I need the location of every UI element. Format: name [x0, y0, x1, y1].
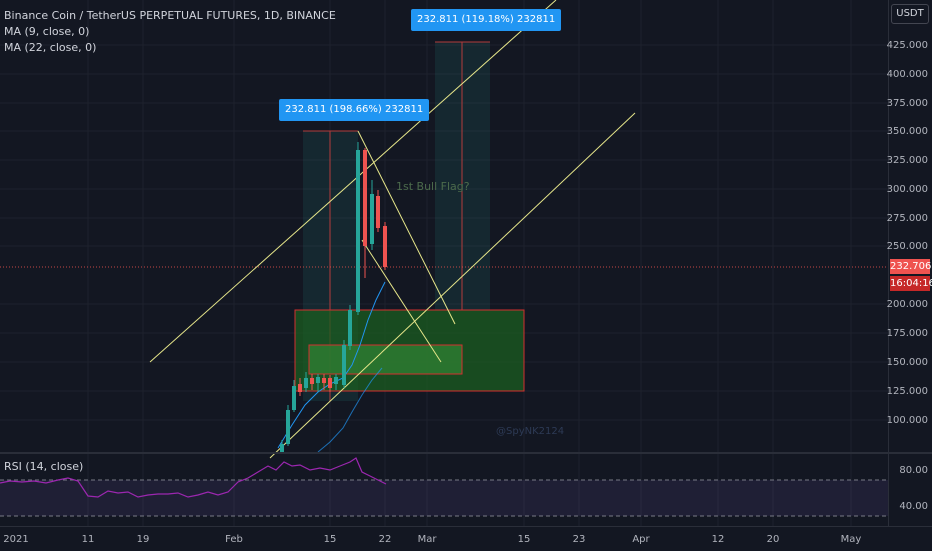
time-label: 23 — [572, 534, 586, 545]
trend-lines — [149, 0, 636, 459]
rsi-level-label: 80.00 — [899, 465, 928, 476]
author-watermark: @SpyNK2124 — [496, 426, 565, 437]
ma9-legend[interactable]: MA (9, close, 0) — [4, 25, 90, 38]
time-label: May — [840, 534, 862, 545]
price-axis-border — [888, 0, 889, 526]
price-label: 250.000 — [886, 241, 928, 252]
measure-callout-upper[interactable]: 232.811 (119.18%) 232811 — [411, 9, 562, 31]
candles — [280, 142, 387, 452]
time-label: 22 — [378, 534, 392, 545]
time-label: 19 — [136, 534, 150, 545]
symbol-title[interactable]: Binance Coin / TetherUS PERPETUAL FUTURE… — [4, 9, 336, 22]
ma22-line — [317, 367, 383, 453]
price-label: 375.000 — [886, 98, 928, 109]
measure-callout-lower[interactable]: 232.811 (198.66%) 232811 — [279, 99, 430, 121]
time-axis[interactable]: 2021 11 19 Feb 15 22 Mar 15 23 Apr 12 20… — [0, 526, 932, 551]
chart-legend: Binance Coin / TetherUS PERPETUAL FUTURE… — [4, 8, 336, 56]
price-label: 200.000 — [886, 299, 928, 310]
inner-zone — [308, 344, 463, 375]
last-price-tag: 232.706 — [890, 259, 932, 274]
time-label: Mar — [417, 534, 437, 545]
price-label: 325.000 — [886, 155, 928, 166]
price-label: 275.000 — [886, 213, 928, 224]
rsi-line — [0, 457, 387, 498]
ma22-legend[interactable]: MA (22, close, 0) — [4, 41, 97, 54]
price-label: 400.000 — [886, 69, 928, 80]
bull-flag-annotation[interactable]: 1st Bull Flag? — [396, 180, 470, 193]
rsi-level-label: 40.00 — [899, 501, 928, 512]
time-label: 20 — [766, 534, 780, 545]
time-label: 2021 — [3, 534, 29, 545]
price-label: 350.000 — [886, 126, 928, 137]
price-label: 100.000 — [886, 415, 928, 426]
currency-button[interactable]: USDT — [891, 4, 929, 24]
pane-separator[interactable] — [0, 452, 932, 454]
time-label: 12 — [711, 534, 725, 545]
price-label: 425.000 — [886, 40, 928, 51]
time-label: 11 — [81, 534, 95, 545]
time-label: Feb — [225, 534, 243, 545]
time-label: Apr — [632, 534, 650, 545]
price-label: 125.000 — [886, 386, 928, 397]
rsi-band — [0, 480, 888, 516]
rsi-legend[interactable]: RSI (14, close) — [4, 460, 84, 473]
time-label: 15 — [517, 534, 531, 545]
countdown-tag: 16:04:16 — [890, 276, 932, 291]
chart-canvas[interactable] — [0, 0, 888, 526]
price-label: 150.000 — [886, 357, 928, 368]
price-label: 300.000 — [886, 184, 928, 195]
time-label: 15 — [323, 534, 337, 545]
price-label: 175.000 — [886, 328, 928, 339]
